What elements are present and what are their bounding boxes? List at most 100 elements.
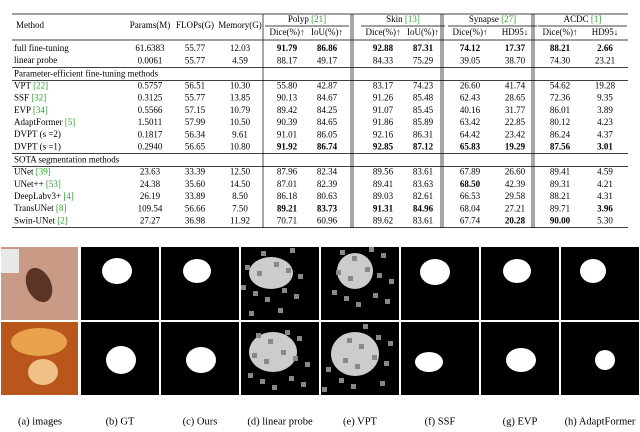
cell: 64.42 — [460, 129, 480, 139]
cell: 41.74 — [505, 80, 526, 90]
noise — [343, 358, 348, 363]
citation: [5] — [65, 117, 76, 127]
cell: 84.25 — [317, 105, 338, 115]
citation: [32] — [31, 93, 46, 103]
cell: 20.28 — [505, 215, 526, 225]
cell: 26.60 — [460, 80, 481, 90]
mask-blob — [106, 346, 136, 374]
method-name: TransUNet [8] — [14, 203, 66, 213]
cell: 91.26 — [373, 93, 394, 103]
cell: 87.12 — [413, 141, 434, 151]
cell: 28.65 — [505, 93, 526, 103]
noise — [359, 344, 364, 349]
lumen — [11, 328, 67, 356]
cell: 8.50 — [232, 191, 248, 201]
cell: 88.21 — [550, 43, 571, 53]
noise — [261, 251, 266, 256]
cell: 57.15 — [185, 105, 206, 115]
noise — [389, 279, 394, 284]
cell: 83.61 — [413, 167, 433, 177]
noise — [268, 339, 273, 344]
noise — [322, 387, 327, 392]
cell: 74.23 — [413, 80, 434, 90]
column-header: Params(M) — [130, 20, 171, 30]
mask-blob — [102, 258, 132, 284]
cell: 87.31 — [413, 43, 434, 53]
method-name: SSF [32] — [14, 93, 46, 103]
noise — [260, 379, 265, 384]
method-name: full fine-tuning — [14, 43, 69, 53]
cell: 56.65 — [185, 141, 206, 151]
cell: 17.37 — [505, 43, 526, 53]
cell: 55.77 — [185, 55, 206, 65]
cell: 4.23 — [597, 117, 613, 127]
noise — [301, 382, 306, 387]
cell: 13.85 — [230, 93, 251, 103]
cell: 63.42 — [460, 117, 480, 127]
cell: 67.89 — [460, 167, 481, 177]
cell: 82.61 — [413, 191, 433, 201]
cell: 84.96 — [413, 203, 434, 213]
cell: 19.28 — [595, 80, 616, 90]
noise — [388, 341, 393, 346]
cell: 62.43 — [460, 93, 481, 103]
method: DVPT (s =1) — [14, 141, 61, 151]
noise — [248, 373, 253, 378]
noise — [282, 288, 287, 293]
cell: 66.53 — [460, 191, 481, 201]
section-title: Parameter-efficient fine-tuning methods — [14, 68, 159, 78]
method: AdaptFormer — [14, 117, 63, 127]
ruler — [1, 249, 19, 273]
method-name: VPT [22] — [14, 80, 48, 90]
cell: 60.96 — [317, 215, 338, 225]
noise — [344, 296, 349, 301]
cell: 10.50 — [230, 117, 251, 127]
sub-header: HD95↓ — [502, 27, 529, 37]
cell: 33.39 — [185, 167, 206, 177]
sub-header: Dice(%)↑ — [453, 27, 488, 37]
method: DVPT (s =2) — [14, 129, 61, 139]
group-name: Synapse — [469, 14, 499, 24]
noise — [384, 361, 389, 366]
noise — [297, 336, 302, 341]
method-name: DVPT (s =1) — [14, 141, 61, 151]
method: linear probe — [14, 55, 57, 65]
cell: 82.39 — [317, 179, 338, 189]
polyp — [28, 359, 58, 385]
noise — [285, 330, 290, 335]
cell: 12.50 — [230, 167, 251, 177]
group-name: Skin — [386, 14, 403, 24]
cell: 89.56 — [373, 167, 394, 177]
cell: 12.03 — [230, 43, 251, 53]
cell: 10.80 — [230, 141, 251, 151]
noise — [352, 256, 357, 261]
cell: 83.61 — [413, 215, 433, 225]
mask-blob — [337, 253, 373, 289]
cell: 22.85 — [505, 117, 526, 127]
cell: 36.98 — [185, 215, 206, 225]
citation: [39] — [36, 167, 51, 177]
mask-background — [481, 247, 559, 320]
noise — [336, 270, 341, 275]
cell: 91.79 — [277, 43, 298, 53]
cell: 80.12 — [550, 117, 570, 127]
citation: [53] — [46, 179, 61, 189]
cell: 27.21 — [505, 203, 525, 213]
cell: 86.74 — [317, 141, 338, 151]
lesion — [25, 267, 53, 303]
cell: 87.01 — [277, 179, 297, 189]
noise — [381, 253, 386, 258]
cell: 86.31 — [413, 129, 433, 139]
cell: 0.2940 — [138, 141, 163, 151]
method: UNet — [14, 167, 34, 177]
sub-header: IoU(%)↑ — [407, 27, 439, 37]
cell: 83.17 — [373, 80, 394, 90]
cell: 89.21 — [277, 203, 298, 213]
cell: 70.71 — [277, 215, 297, 225]
cell: 86.01 — [550, 105, 570, 115]
cell: 82.34 — [317, 167, 338, 177]
column-header: Method — [16, 20, 44, 30]
cell: 0.1817 — [138, 129, 163, 139]
mask-blob — [183, 259, 211, 283]
noise — [365, 267, 370, 272]
